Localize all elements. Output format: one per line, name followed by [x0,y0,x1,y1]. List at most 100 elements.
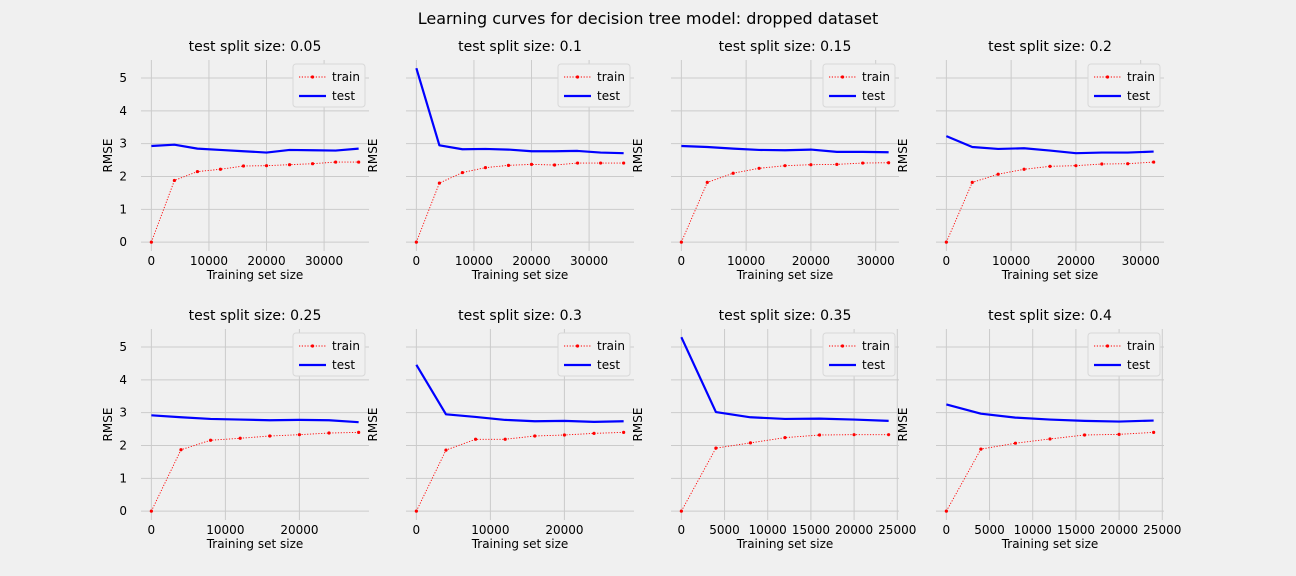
series-train [149,160,361,244]
train-point [1022,167,1026,171]
series-test [945,135,1154,155]
train-point [1152,430,1156,434]
legend-train-marker [840,344,845,348]
train-point [887,433,891,437]
y-tick-label: 1 [119,202,127,216]
legend-label: test [862,358,885,372]
grid [141,329,369,520]
test-line [945,135,1154,155]
subplot-title: test split size: 0.05 [189,39,322,55]
test-line [680,336,889,422]
y-tick-label: 2 [119,439,127,453]
train-point [437,181,441,185]
x-tick-label: 30000 [1122,254,1160,268]
train-point [529,162,534,166]
legend-label: train [597,70,625,84]
train-point [575,161,580,165]
train-point [357,430,361,434]
grid [406,60,634,251]
x-tick-label: 0 [678,254,686,268]
train-point [996,172,1000,176]
train-point [817,433,822,437]
y-axis-label: RMSE [631,139,645,173]
subplot-title: test split size: 0.3 [458,308,582,324]
x-tick-label: 10000 [190,254,228,268]
train-point [748,441,753,445]
train-point [1048,164,1052,168]
train-point [622,430,626,434]
legend-train-marker [840,75,845,79]
train-point [1013,441,1018,445]
y-axis-label: RMSE [101,139,115,173]
train-point [835,162,839,166]
legend-train-marker [575,344,580,348]
train-point [1074,164,1078,168]
legend-label: test [1127,358,1150,372]
test-line [415,67,624,155]
x-axis-label: Training set size [1001,268,1099,282]
series-test [151,143,359,154]
train-point [268,434,272,438]
y-axis-label: RMSE [366,139,380,173]
train-point [1082,433,1087,437]
train-point [172,178,176,183]
series-test [415,67,624,155]
train-point [944,240,948,244]
y-tick-label: 4 [119,373,127,387]
legend: train test [292,332,366,377]
legend: train test [557,332,631,377]
x-tick-label: 10000 [727,254,765,268]
legend: train test [822,332,896,377]
subplot-8: 0 5000 10000 15000 20000 25000 Training set si… [896,308,1181,551]
series-train [414,430,626,513]
x-tick-label: 0 [413,254,421,268]
series-test [151,414,359,424]
y-axis-label: RMSE [896,408,910,442]
train-point [533,434,537,438]
x-tick-label: 10000 [206,523,244,537]
x-tick-label: 20000 [280,523,318,537]
legend-train-marker [1105,344,1110,348]
train-point [208,438,213,442]
x-tick-label: 10000 [1014,523,1052,537]
legend-label: train [1127,70,1155,84]
train-point [195,169,200,174]
y-axis-label: RMSE [366,408,380,442]
train-point [679,509,683,513]
legend-train-marker [310,344,315,348]
x-tick-label: 25000 [1143,523,1181,537]
train-point [1048,437,1052,441]
series-test [946,403,1154,423]
x-tick-label: 0 [943,523,951,537]
train-line [415,162,624,243]
legend-label: train [332,339,360,353]
x-tick-label: 15000 [1057,523,1095,537]
train-point [599,161,603,165]
x-tick-label: 30000 [570,254,608,268]
train-point [179,448,183,452]
x-tick-label: 0 [413,523,421,537]
train-point [414,240,418,244]
subplot-1: 0 10000 20000 30000 0 1 2 3 4 5 Training set size R… [101,39,369,282]
legend-label: test [862,89,885,103]
train-point [552,163,557,167]
test-line [415,364,624,423]
x-axis-label: Training set size [736,268,834,282]
legend-label: train [862,339,890,353]
train-line [150,161,359,243]
x-tick-label: 20000 [512,254,550,268]
train-point [149,240,153,244]
x-axis-label: Training set size [736,537,834,551]
y-tick-label: 1 [119,471,127,485]
subplot-title: test split size: 0.1 [458,39,582,55]
legend-train-marker [310,75,315,79]
train-point [1100,162,1104,166]
train-point [238,436,242,440]
train-point [149,509,153,513]
subplot-5: 0 10000 20000 0 1 2 3 4 5 Training set size RMSE te… [101,308,369,551]
x-tick-label: 0 [148,254,156,268]
